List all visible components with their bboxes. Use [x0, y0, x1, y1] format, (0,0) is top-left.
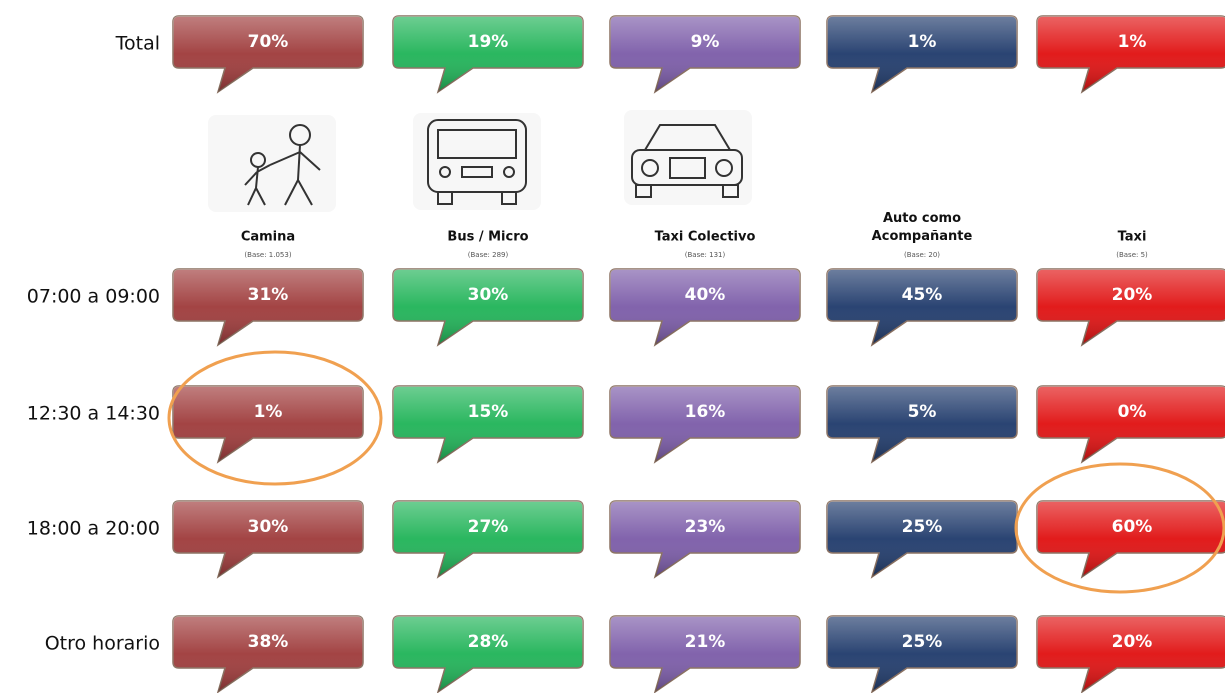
- cell-value: 9%: [691, 32, 720, 52]
- callout-shade: [827, 501, 1017, 577]
- callout-shade: [173, 616, 363, 692]
- callout-shade: [1037, 269, 1225, 345]
- cell-value: 1%: [908, 32, 937, 52]
- cell-value: 5%: [908, 402, 937, 422]
- icon-taxi: [624, 110, 752, 205]
- cell-value: 20%: [1112, 632, 1153, 652]
- cell-value: 0%: [1118, 402, 1147, 422]
- cell-value: 20%: [1112, 285, 1153, 305]
- cell-value: 30%: [248, 517, 289, 537]
- column-base: (Base: 131): [685, 251, 726, 259]
- cell-value: 1%: [1118, 32, 1147, 52]
- cell-value: 19%: [468, 32, 509, 52]
- cell-value: 16%: [685, 402, 726, 422]
- callout-shade: [610, 386, 800, 462]
- cell-value: 31%: [248, 285, 289, 305]
- cell-value: 45%: [902, 285, 943, 305]
- cell-value: 25%: [902, 632, 943, 652]
- column-base: (Base: 20): [904, 251, 940, 259]
- row-label: Otro horario: [45, 633, 160, 655]
- callout-shade: [393, 616, 583, 692]
- column-header: Taxi: [1118, 230, 1147, 245]
- column-header: Taxi Colectivo: [655, 230, 756, 245]
- canvas: Total 70% 19% 9% 1% 1% Camina (Base: 1.053) Bus …: [0, 0, 1225, 693]
- callout-shade: [1037, 386, 1225, 462]
- cell-value: 60%: [1112, 517, 1153, 537]
- cell-value: 21%: [685, 632, 726, 652]
- callout-shade: [827, 386, 1017, 462]
- column-base: (Base: 289): [468, 251, 509, 259]
- callout-shade: [827, 616, 1017, 692]
- cell-value: 38%: [248, 632, 289, 652]
- callout-shade: [173, 386, 363, 462]
- row-label: 07:00 a 09:00: [27, 286, 160, 308]
- icon-walking: [208, 115, 336, 212]
- callout-shade: [610, 269, 800, 345]
- cell-value: 25%: [902, 517, 943, 537]
- callout-shade: [610, 616, 800, 692]
- cell-value: 30%: [468, 285, 509, 305]
- callout-shade: [393, 269, 583, 345]
- callout-shade: [173, 501, 363, 577]
- callout-shade: [393, 501, 583, 577]
- cell-value: 70%: [248, 32, 289, 52]
- cell-value: 23%: [685, 517, 726, 537]
- row-label: Total: [115, 33, 160, 55]
- cell-value: 40%: [685, 285, 726, 305]
- cell-value: 27%: [468, 517, 509, 537]
- callout-shade: [393, 386, 583, 462]
- callout-shade: [827, 269, 1017, 345]
- column-base: (Base: 5): [1116, 251, 1148, 259]
- cell-value: 1%: [254, 402, 283, 422]
- callout-shade: [1037, 616, 1225, 692]
- infographic: Total 70% 19% 9% 1% 1% Camina (Base: 1.053) Bus …: [0, 0, 1225, 693]
- column-header: Bus / Micro: [447, 230, 528, 245]
- callout-shade: [1037, 16, 1225, 92]
- column-base: (Base: 1.053): [244, 251, 291, 259]
- callout-shade: [173, 16, 363, 92]
- callout-shade: [173, 269, 363, 345]
- row-label: 12:30 a 14:30: [27, 403, 160, 425]
- column-header: Camina: [241, 230, 295, 245]
- cell-value: 15%: [468, 402, 509, 422]
- callout-shade: [610, 16, 800, 92]
- callout-shade: [393, 16, 583, 92]
- row-label: 18:00 a 20:00: [27, 518, 160, 540]
- callout-shade: [827, 16, 1017, 92]
- icon-bus: [413, 113, 541, 210]
- cell-value: 28%: [468, 632, 509, 652]
- callout-shade: [610, 501, 800, 577]
- callout-shade: [1037, 501, 1225, 577]
